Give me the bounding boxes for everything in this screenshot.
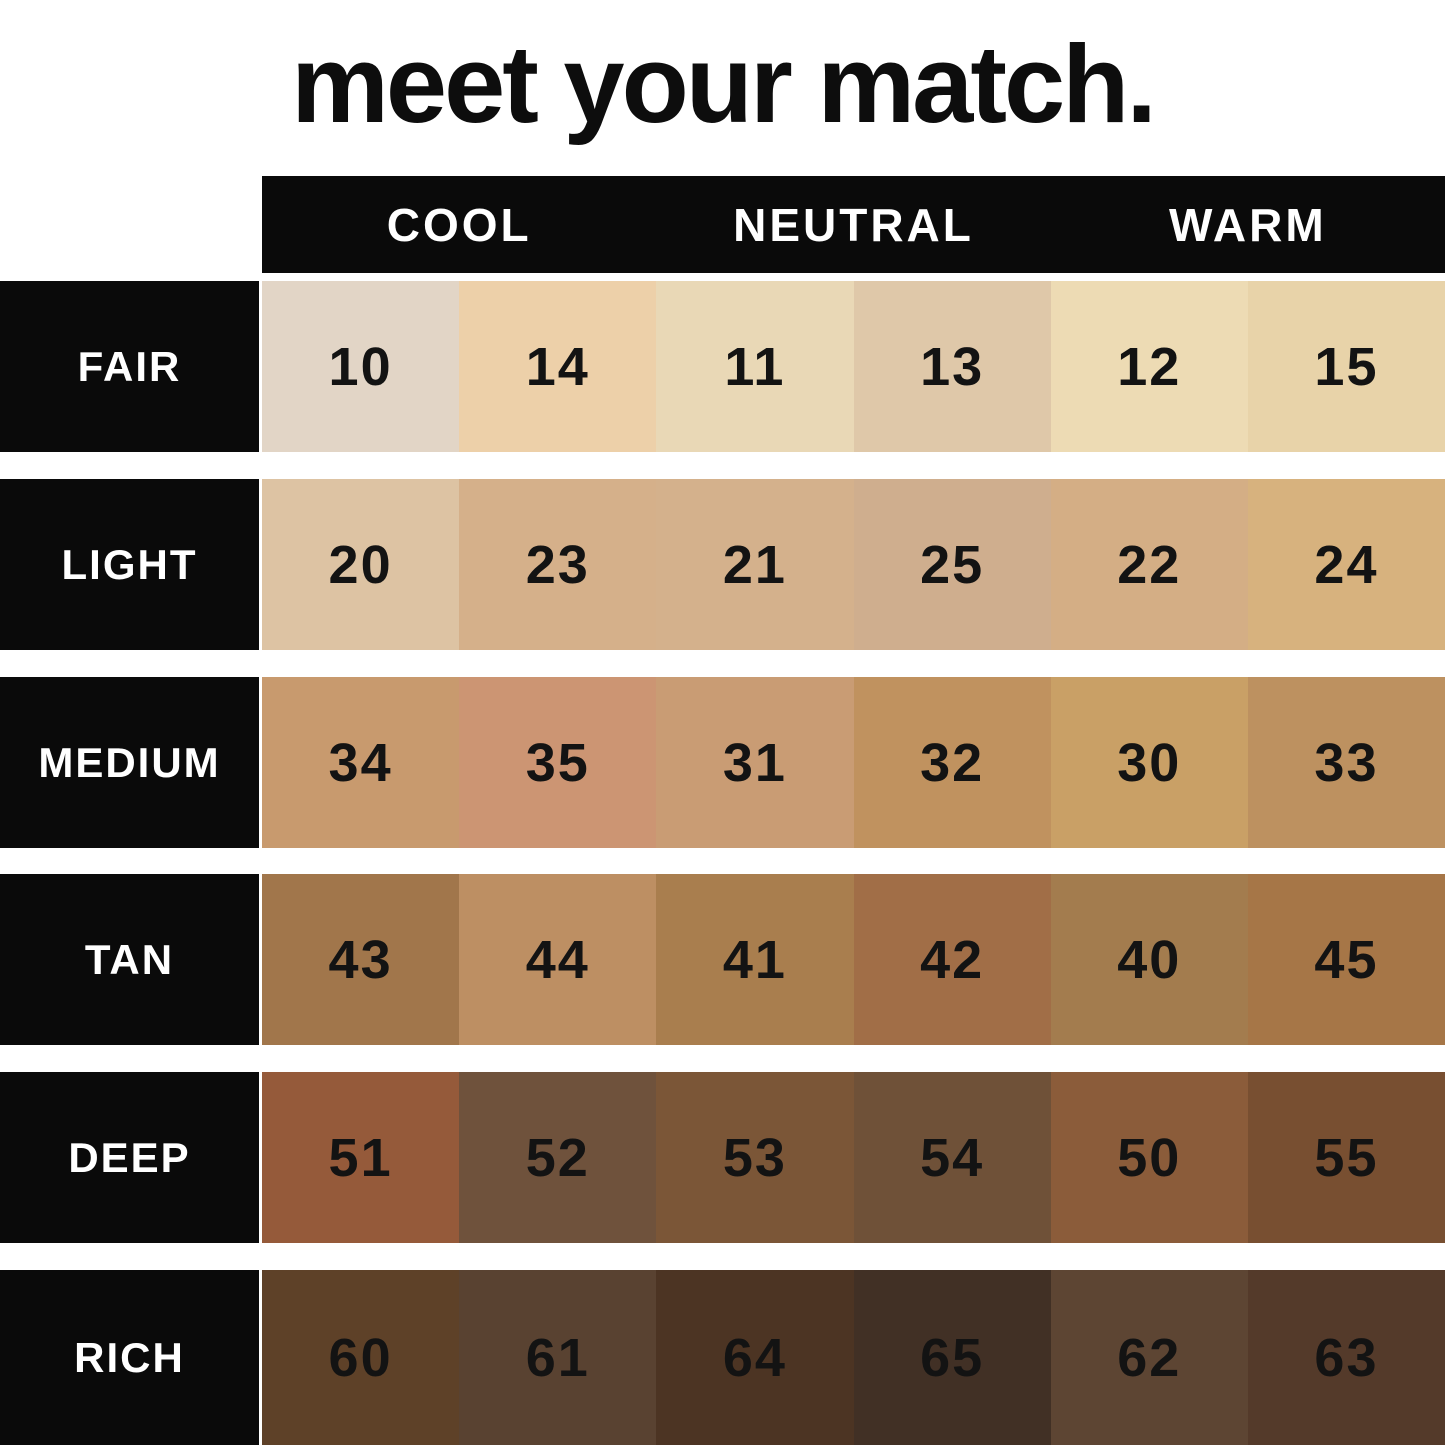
swatch-13: 13 — [853, 281, 1051, 452]
swatch-53: 53 — [656, 1072, 854, 1243]
swatch-21: 21 — [656, 479, 854, 650]
swatch-44: 44 — [459, 874, 657, 1045]
undertone-header-neutral: NEUTRAL — [733, 198, 974, 251]
swatch-10: 10 — [262, 281, 460, 452]
swatch-45: 45 — [1247, 874, 1445, 1045]
row-label-tan: TAN — [0, 874, 259, 1045]
swatch-35: 35 — [459, 677, 657, 848]
undertone-header-bar: COOL NEUTRAL WARM — [262, 176, 1445, 273]
row-label-medium: MEDIUM — [0, 677, 259, 848]
row-label-deep: DEEP — [0, 1072, 259, 1243]
swatch-32: 32 — [853, 677, 1051, 848]
swatch-40: 40 — [1050, 874, 1248, 1045]
swatch-42: 42 — [853, 874, 1051, 1045]
swatch-64: 64 — [656, 1270, 854, 1445]
swatch-33: 33 — [1247, 677, 1445, 848]
page-title: meet your match. — [291, 23, 1157, 146]
swatch-62: 62 — [1050, 1270, 1248, 1445]
shade-row-deep: DEEP 51 52 53 54 50 55 — [0, 1072, 1445, 1243]
row-label-fair: FAIR — [0, 281, 259, 452]
swatch-14: 14 — [459, 281, 657, 452]
row-label-rich: RICH — [0, 1270, 259, 1445]
swatch-61: 61 — [459, 1270, 657, 1445]
swatch-50: 50 — [1050, 1072, 1248, 1243]
swatch-group-medium: 34 35 31 32 30 33 — [262, 677, 1445, 848]
swatch-51: 51 — [262, 1072, 460, 1243]
undertone-header-warm: WARM — [1169, 198, 1327, 251]
shade-row-rich: RICH 60 61 64 65 62 63 — [0, 1270, 1445, 1445]
swatch-20: 20 — [262, 479, 460, 650]
undertone-header-cool: COOL — [386, 198, 532, 251]
swatch-23: 23 — [459, 479, 657, 650]
swatch-43: 43 — [262, 874, 460, 1045]
swatch-30: 30 — [1050, 677, 1248, 848]
swatch-55: 55 — [1247, 1072, 1445, 1243]
swatch-22: 22 — [1050, 479, 1248, 650]
swatch-60: 60 — [262, 1270, 460, 1445]
swatch-31: 31 — [656, 677, 854, 848]
shade-row-tan: TAN 43 44 41 42 40 45 — [0, 874, 1445, 1045]
swatch-12: 12 — [1050, 281, 1248, 452]
swatch-group-rich: 60 61 64 65 62 63 — [262, 1270, 1445, 1445]
swatch-25: 25 — [853, 479, 1051, 650]
swatch-34: 34 — [262, 677, 460, 848]
shade-row-medium: MEDIUM 34 35 31 32 30 33 — [0, 677, 1445, 848]
row-label-light: LIGHT — [0, 479, 259, 650]
swatch-24: 24 — [1247, 479, 1445, 650]
swatch-group-fair: 10 14 11 13 12 15 — [262, 281, 1445, 452]
swatch-52: 52 — [459, 1072, 657, 1243]
swatch-group-deep: 51 52 53 54 50 55 — [262, 1072, 1445, 1243]
swatch-63: 63 — [1247, 1270, 1445, 1445]
swatch-group-tan: 43 44 41 42 40 45 — [262, 874, 1445, 1045]
swatch-group-light: 20 23 21 25 22 24 — [262, 479, 1445, 650]
swatch-65: 65 — [853, 1270, 1051, 1445]
swatch-41: 41 — [656, 874, 854, 1045]
swatch-54: 54 — [853, 1072, 1051, 1243]
swatch-11: 11 — [656, 281, 854, 452]
swatch-15: 15 — [1247, 281, 1445, 452]
shade-row-light: LIGHT 20 23 21 25 22 24 — [0, 479, 1445, 650]
shade-row-fair: FAIR 10 14 11 13 12 15 — [0, 281, 1445, 452]
